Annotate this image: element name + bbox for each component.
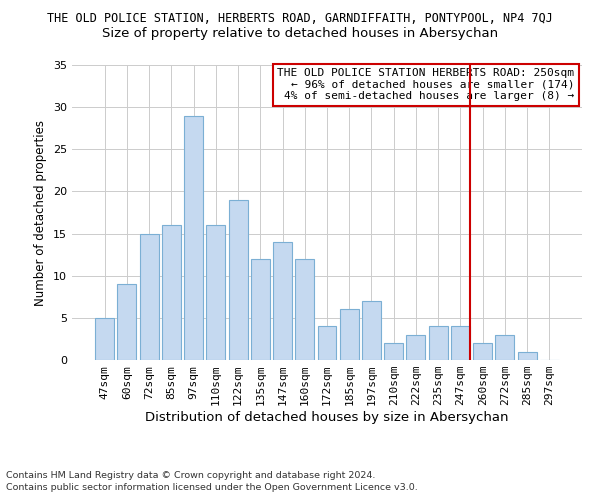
Bar	[518, 352, 536, 360]
Bar	[251, 259, 270, 360]
Bar	[118, 284, 136, 360]
Bar	[273, 242, 292, 360]
Bar	[451, 326, 470, 360]
Bar	[229, 200, 248, 360]
X-axis label: Distribution of detached houses by size in Abersychan: Distribution of detached houses by size …	[145, 411, 509, 424]
Text: THE OLD POLICE STATION, HERBERTS ROAD, GARNDIFFAITH, PONTYPOOL, NP4 7QJ: THE OLD POLICE STATION, HERBERTS ROAD, G…	[47, 12, 553, 26]
Y-axis label: Number of detached properties: Number of detached properties	[34, 120, 47, 306]
Text: THE OLD POLICE STATION HERBERTS ROAD: 250sqm
← 96% of detached houses are smalle: THE OLD POLICE STATION HERBERTS ROAD: 25…	[277, 68, 574, 101]
Bar	[317, 326, 337, 360]
Bar	[384, 343, 403, 360]
Text: Size of property relative to detached houses in Abersychan: Size of property relative to detached ho…	[102, 28, 498, 40]
Bar	[340, 310, 359, 360]
Bar	[95, 318, 114, 360]
Bar	[429, 326, 448, 360]
Bar	[140, 234, 158, 360]
Bar	[184, 116, 203, 360]
Bar	[473, 343, 492, 360]
Bar	[496, 334, 514, 360]
Bar	[206, 225, 225, 360]
Bar	[362, 301, 381, 360]
Text: Contains public sector information licensed under the Open Government Licence v3: Contains public sector information licen…	[6, 484, 418, 492]
Bar	[162, 225, 181, 360]
Bar	[406, 334, 425, 360]
Bar	[295, 259, 314, 360]
Text: Contains HM Land Registry data © Crown copyright and database right 2024.: Contains HM Land Registry data © Crown c…	[6, 471, 376, 480]
